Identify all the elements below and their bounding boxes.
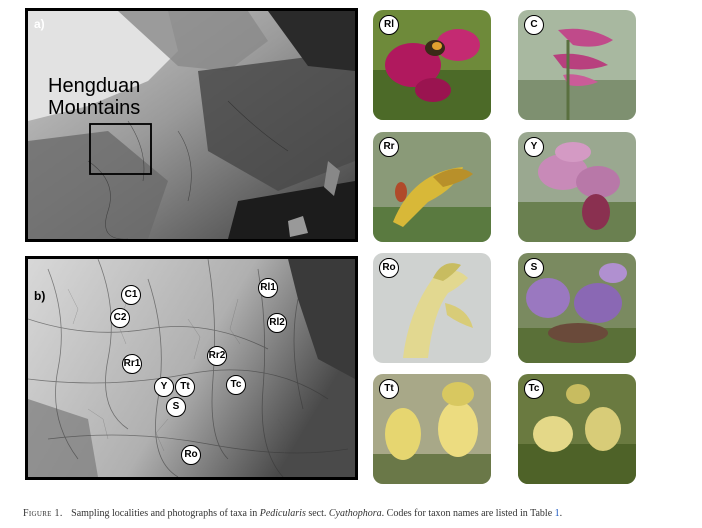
caption-sect: sect. <box>308 508 327 519</box>
locality-marker: Rl1 <box>258 278 278 298</box>
locality-marker: S <box>166 397 186 417</box>
photo-rl: Rl <box>373 10 491 120</box>
region-title-line-2: Mountains <box>48 97 141 119</box>
locality-marker: Rr1 <box>122 354 142 374</box>
photo-code-badge: Rr <box>379 137 399 157</box>
photo-ro: Ro <box>373 253 491 363</box>
flower-photo-tc <box>518 374 636 484</box>
locality-marker: Rl2 <box>267 313 287 333</box>
hengduan-region-box <box>89 123 152 175</box>
photo-code-badge: Tc <box>524 379 544 399</box>
photo-tc: Tc <box>518 374 636 484</box>
photo-code-badge: Tt <box>379 379 399 399</box>
region-title: Hengduan Mountains <box>48 75 140 119</box>
locality-marker: Ro <box>181 445 201 465</box>
table-reference-link[interactable]: 1 <box>554 508 560 519</box>
caption-section: Cyathophora <box>328 508 382 519</box>
locality-marker: Rr2 <box>207 346 227 366</box>
photo-tt: Tt <box>373 374 491 484</box>
caption-end: . <box>559 508 563 519</box>
photo-code-badge: Rl <box>379 15 399 35</box>
map-panel-b: b) C1 C2 Rl1 Rl2 Rr1 Rr2 Y Tt Tc S Ro <box>25 256 358 480</box>
locality-marker: C2 <box>110 308 130 328</box>
photo-code-badge: Y <box>524 137 544 157</box>
figure-caption: Figure 1. Sampling localities and photog… <box>23 508 562 519</box>
photo-code-badge: S <box>524 258 544 278</box>
figure-number: Figure 1. <box>23 508 63 519</box>
photo-code-badge: C <box>524 15 544 35</box>
region-title-line-1: Hengduan <box>48 75 141 97</box>
photo-y: Y <box>518 132 636 242</box>
locality-marker: C1 <box>121 285 141 305</box>
panel-a-label: a) <box>34 17 45 31</box>
locality-marker: Y <box>154 377 174 397</box>
photo-rr: Rr <box>373 132 491 242</box>
locality-marker: Tt <box>175 377 195 397</box>
caption-text: Sampling localities and photographs of t… <box>71 508 258 519</box>
photo-code-badge: Ro <box>379 258 399 278</box>
overview-elevation-map <box>28 11 355 239</box>
locality-marker: Tc <box>226 375 246 395</box>
caption-genus: Pedicularis <box>259 508 306 519</box>
photo-s: S <box>518 253 636 363</box>
flower-photo-s <box>518 253 636 363</box>
caption-text-after: . Codes for taxon names are listed in Ta… <box>381 508 553 519</box>
detail-elevation-map <box>28 259 355 477</box>
photo-c: C <box>518 10 636 120</box>
panel-b-label: b) <box>34 289 46 303</box>
map-panel-a: a) Hengduan Mountains <box>25 8 358 242</box>
